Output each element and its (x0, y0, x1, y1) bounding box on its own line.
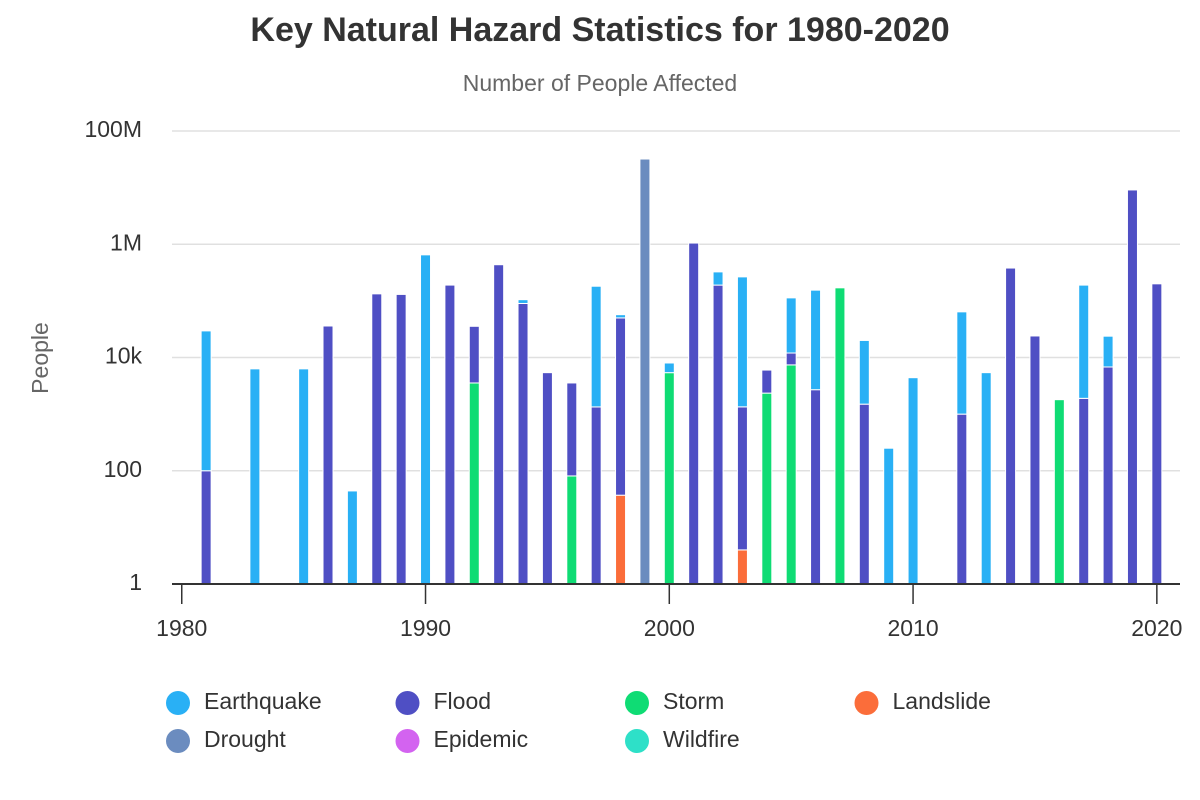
legend-marker[interactable] (166, 729, 190, 753)
bar-segment (566, 475, 578, 585)
bar-segment (590, 406, 602, 585)
bar-segment (1005, 267, 1017, 585)
bar-segment (1126, 189, 1138, 585)
legend-label[interactable]: Wildfire (663, 726, 740, 752)
bar-segment (1029, 335, 1041, 585)
x-tick-label: 2010 (887, 615, 938, 641)
legend-marker[interactable] (395, 691, 420, 715)
legend-label[interactable]: Epidemic (434, 726, 529, 752)
bar-segment (736, 406, 748, 551)
bar-segment (517, 299, 529, 304)
bar-segment (956, 311, 968, 415)
bar-segment (444, 284, 456, 585)
bar-segment (761, 392, 773, 585)
bar-segment (736, 549, 748, 585)
bar-segment (663, 362, 675, 374)
bar-segment (785, 364, 797, 585)
bar-segment (736, 276, 748, 408)
bar-segment (420, 254, 432, 585)
y-tick-label: 1M (110, 229, 142, 255)
bar-segment (493, 264, 505, 585)
x-tick-label: 2000 (644, 615, 695, 641)
x-tick-label: 2020 (1131, 615, 1182, 641)
bar-segment (1078, 397, 1090, 585)
legend-label[interactable]: Landslide (893, 688, 991, 714)
legend-marker[interactable] (625, 691, 649, 715)
bar-segment (517, 302, 529, 585)
bar-segment (615, 314, 627, 319)
bar-segment (810, 389, 822, 585)
bar-segment (1102, 335, 1114, 368)
bar-segment (468, 382, 480, 585)
bar-segment (615, 494, 627, 585)
bar-segment (688, 242, 700, 585)
bar-segment (1053, 399, 1065, 585)
bar-segment (1102, 366, 1114, 585)
bar-segment (200, 470, 212, 585)
bar-segment (785, 352, 797, 366)
bar-segment (639, 158, 651, 585)
bar-segment (834, 287, 846, 585)
legend-label[interactable]: Earthquake (204, 688, 322, 714)
legend-marker[interactable] (625, 729, 649, 753)
bar-segment (468, 325, 480, 384)
chart-subtitle: Number of People Affected (463, 70, 737, 96)
bar-segment (663, 372, 675, 585)
bar-segment (858, 403, 870, 585)
bar-segment (298, 368, 310, 585)
bar-segment (322, 325, 334, 585)
bar-segment (346, 490, 358, 585)
y-tick-label: 10k (105, 343, 143, 369)
bar-segment (712, 284, 724, 585)
bar-segment (785, 297, 797, 354)
chart-title: Key Natural Hazard Statistics for 1980-2… (250, 11, 949, 49)
bar-segment (249, 368, 261, 585)
bar-segment (712, 271, 724, 286)
bar-segment (395, 293, 407, 585)
legend-marker[interactable] (854, 691, 879, 715)
bar-segment (858, 339, 870, 405)
legend-marker[interactable] (166, 691, 190, 715)
y-tick-label: 100M (84, 116, 142, 142)
bar-segment (566, 382, 578, 477)
bar-segment (980, 372, 992, 585)
bar-segment (200, 330, 212, 472)
y-axis-label: People (27, 322, 53, 394)
x-tick-label: 1980 (156, 615, 207, 641)
bar-segment (1151, 283, 1163, 585)
bar-segment (956, 413, 968, 585)
bar-segment (1078, 284, 1090, 399)
bar-segment (541, 372, 553, 585)
bar-segment (810, 289, 822, 391)
legend-label[interactable]: Flood (434, 688, 492, 714)
y-tick-label: 100 (104, 456, 142, 482)
bar-segment (883, 447, 895, 585)
bar-segment (371, 293, 383, 585)
y-tick-label: 1 (129, 569, 142, 595)
legend-marker[interactable] (395, 729, 420, 753)
legend-label[interactable]: Storm (663, 688, 724, 714)
bar-segment (615, 317, 627, 496)
x-tick-label: 1990 (400, 615, 451, 641)
bar-segment (761, 369, 773, 394)
bar-segment (590, 285, 602, 408)
bar-segment (907, 377, 919, 585)
legend-label[interactable]: Drought (204, 726, 286, 752)
